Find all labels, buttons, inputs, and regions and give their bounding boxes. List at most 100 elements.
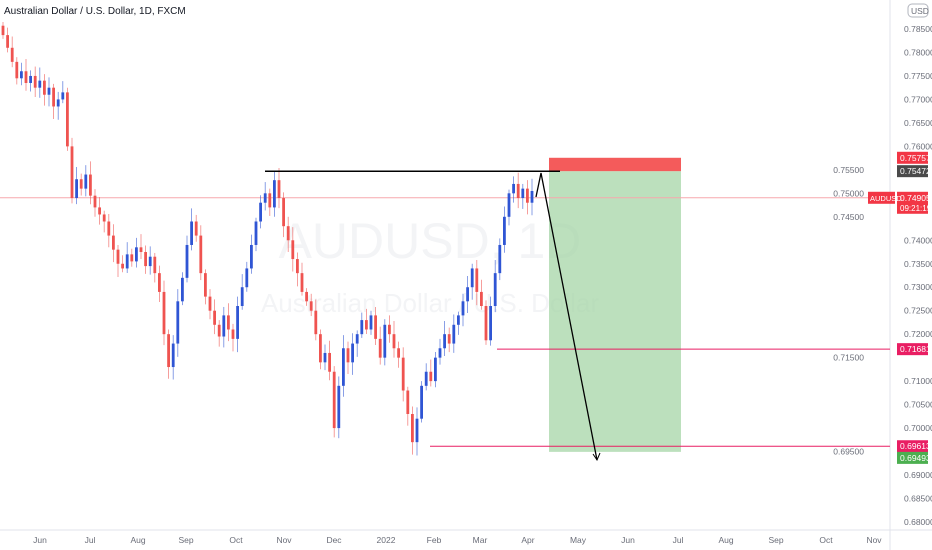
candle-body [162, 291, 166, 335]
candle-body [185, 244, 189, 278]
level1-price-label: 0.71681 [900, 344, 931, 354]
candle-body [447, 334, 451, 344]
candle-body [337, 385, 341, 429]
candle-body [346, 348, 350, 363]
y-tick-label: 0.69000 [904, 470, 932, 480]
stop-price-label-bg [897, 151, 928, 164]
x-tick-label: Sep [768, 535, 783, 545]
y-tick-label: 0.77500 [904, 71, 932, 81]
current-price-label-bg [897, 191, 928, 214]
candle-body [309, 301, 313, 311]
y-tick-label: 0.72500 [904, 306, 932, 316]
x-tick-label: Nov [276, 535, 292, 545]
entry-price-label: 0.75472 [900, 166, 931, 176]
stop-price-label: 0.75757 [900, 153, 931, 163]
candle-body [424, 371, 428, 386]
candle-body [355, 334, 359, 344]
candle-body [176, 301, 180, 344]
candle-body [121, 263, 124, 269]
target-price-label: 0.69493 [900, 453, 931, 463]
candle-body [328, 352, 331, 372]
candle-body [102, 214, 106, 222]
y-tick-label: 0.74000 [904, 235, 932, 245]
candle-body [190, 221, 193, 245]
x-tick-label: Sep [178, 535, 193, 545]
candle-body [443, 334, 446, 349]
y-tick-label: 0.78000 [904, 47, 932, 57]
candle-body [204, 273, 207, 297]
y-tick-label: 0.72000 [904, 329, 932, 339]
candle-body [213, 310, 216, 325]
candle-body [52, 87, 55, 107]
candle-body [148, 256, 152, 267]
candle-body [305, 291, 308, 302]
watermark-symbol: AUDUSD, 1D [279, 213, 582, 269]
candle-body [392, 334, 396, 349]
x-tick-label: Oct [229, 535, 243, 545]
x-tick-label: Aug [718, 535, 733, 545]
candle-body [29, 75, 32, 83]
candle-body [365, 320, 368, 330]
y-tick-label: 0.75500 [833, 165, 864, 175]
candle-body [254, 221, 258, 245]
y-tick-label: 0.73000 [904, 282, 932, 292]
candle-body [24, 71, 28, 83]
candle-body [139, 247, 143, 253]
y-tick-label: 0.78500 [904, 24, 932, 34]
y-tick-label: 0.76500 [904, 118, 932, 128]
candle-body [125, 254, 129, 269]
candle-body [181, 277, 184, 302]
candle-body [420, 385, 423, 419]
candle-body [323, 352, 327, 363]
x-tick-label: Aug [130, 535, 145, 545]
candle-body [167, 334, 170, 368]
candle-body [397, 348, 400, 358]
level2-price-label-bg [897, 440, 928, 453]
candle-body [498, 244, 502, 274]
candle-body [470, 268, 474, 288]
candle-body [516, 183, 520, 199]
y-tick-label: 0.71000 [904, 376, 932, 386]
y-tick-label: 0.74500 [833, 212, 864, 222]
candle-body [199, 235, 203, 274]
candle-body [526, 188, 529, 203]
candle-body [383, 324, 387, 358]
x-tick-label: Jul [673, 535, 684, 545]
candle-body [273, 180, 276, 208]
candle-body [75, 179, 78, 199]
y-tick-label: 0.75000 [833, 188, 864, 198]
y-tick-label: 0.76000 [904, 141, 932, 151]
symbol-label: AUDUSD [870, 194, 902, 203]
candle-body [401, 357, 405, 391]
candle-body [171, 343, 175, 368]
candle-body [332, 371, 336, 429]
candle-body [116, 249, 120, 264]
target-price-label-bg [897, 451, 928, 464]
level2-price-label: 0.69613 [900, 441, 931, 451]
candle-body [135, 247, 138, 262]
x-tick-label: Feb [427, 535, 442, 545]
y-tick-label: 0.77000 [904, 94, 932, 104]
candle-body [222, 315, 226, 337]
watermark-description: Australian Dollar / U.S. Dollar [261, 288, 599, 318]
candle-body [259, 202, 262, 222]
candle-body [10, 47, 14, 62]
candle-body [20, 71, 23, 79]
candle-body [56, 99, 60, 107]
stop-zone [549, 157, 681, 172]
candle-body [475, 268, 479, 292]
y-tick-label: 0.70000 [904, 423, 932, 433]
candle-body [144, 252, 147, 267]
candle-body [438, 348, 442, 358]
x-tick-label: Jun [621, 535, 635, 545]
symbol-label-bg [868, 191, 895, 204]
candle-body [47, 87, 51, 95]
candle-body [388, 324, 391, 335]
candle-body [521, 188, 525, 199]
x-tick-label: Dec [326, 535, 342, 545]
candle-body [342, 348, 345, 386]
x-tick-label: Nov [866, 535, 882, 545]
candle-body [217, 324, 221, 337]
